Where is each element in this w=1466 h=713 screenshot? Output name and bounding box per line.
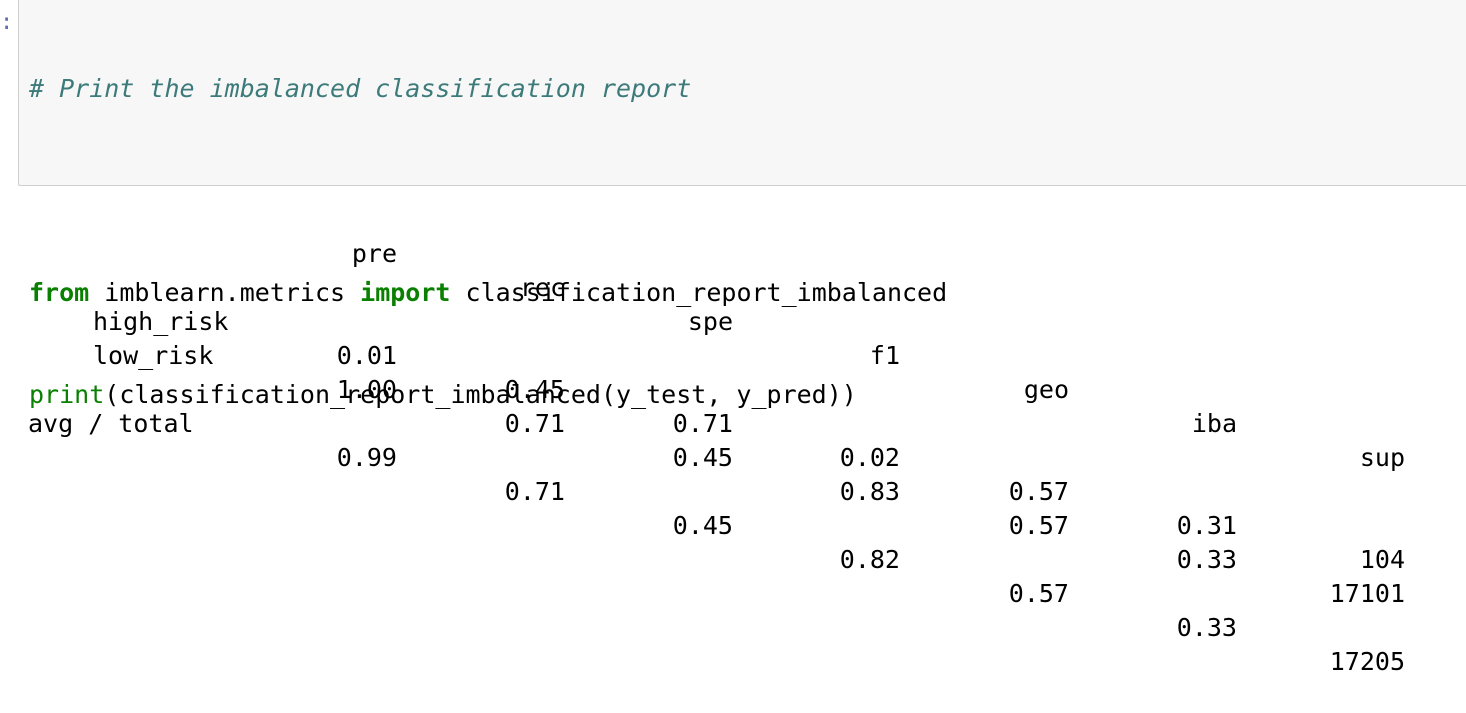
value-cell: 104 (1359, 545, 1405, 574)
header-geo: geo (1023, 375, 1069, 404)
report-header-row: pre rec spe f1 geo iba sup (28, 203, 1405, 472)
module-name: imblearn.metrics (89, 278, 361, 307)
value-cell: 0.57 (1008, 579, 1069, 608)
report-spacer (28, 339, 88, 373)
header-f1: f1 (869, 341, 900, 370)
imported-name: classification_report_imbalanced (450, 278, 948, 307)
builtin-print: print (29, 380, 105, 409)
report-row-low-risk: low_risk 1.00 0.71 0.45 0.83 0.57 0.33 1… (28, 305, 1405, 608)
cell-output: pre rec spe f1 geo iba sup high_risk 0.0… (28, 203, 1405, 676)
value-cell: 0.45 (504, 375, 565, 404)
value-cell: 0.33 (1176, 613, 1237, 642)
value-cell: 0.71 (672, 409, 733, 438)
value-cell: 0.31 (1176, 511, 1237, 540)
report-row-total: avg / total 0.99 0.71 0.45 0.82 0.57 0.3… (28, 373, 1405, 676)
header-pre: pre (351, 239, 397, 268)
header-sup: sup (1359, 443, 1405, 472)
value-cell: 1.00 (336, 375, 397, 404)
code-line-blank (29, 174, 947, 208)
header-iba: iba (1191, 409, 1237, 438)
code-line-2: from imblearn.metrics import classificat… (29, 276, 947, 310)
value-cell: 0.33 (1176, 545, 1237, 574)
value-cell: 0.57 (1008, 477, 1069, 506)
value-cell: 0.71 (504, 409, 565, 438)
code-line-1: # Print the imbalanced classification re… (29, 72, 947, 106)
value-cell: 17101 (1329, 579, 1405, 608)
row-label: low_risk (93, 341, 214, 370)
code-line-3: print(classification_report_imbalanced(y… (29, 378, 947, 412)
print-args: (classification_report_imbalanced(y_test… (104, 380, 857, 409)
value-cell: 0.01 (336, 341, 397, 370)
value-cell: 0.45 (672, 443, 733, 472)
report-row-high-risk: high_risk 0.01 0.45 0.71 0.02 0.57 0.31 … (28, 271, 1405, 574)
value-cell: 0.57 (1008, 511, 1069, 540)
report-spacer (28, 237, 88, 271)
value-cell: 0.71 (504, 477, 565, 506)
value-cell: 0.83 (839, 477, 900, 506)
header-spe: spe (687, 307, 733, 336)
value-cell: 0.82 (839, 545, 900, 574)
code-cell[interactable]: # Print the imbalanced classification re… (18, 0, 1466, 409)
value-cell: 0.99 (336, 443, 397, 472)
value-cell: 17205 (1329, 647, 1405, 676)
row-label: avg / total (28, 409, 194, 438)
value-cell: 0.02 (839, 443, 900, 472)
row-label: high_risk (93, 307, 229, 336)
keyword-from: from (29, 278, 90, 307)
header-rec: rec (519, 273, 565, 302)
code-comment: # Print the imbalanced classification re… (29, 74, 692, 103)
cell-prompt-marker: : (0, 10, 14, 35)
keyword-import: import (360, 278, 451, 307)
code-editor[interactable]: # Print the imbalanced classification re… (29, 4, 947, 480)
value-cell: 0.45 (672, 511, 733, 540)
